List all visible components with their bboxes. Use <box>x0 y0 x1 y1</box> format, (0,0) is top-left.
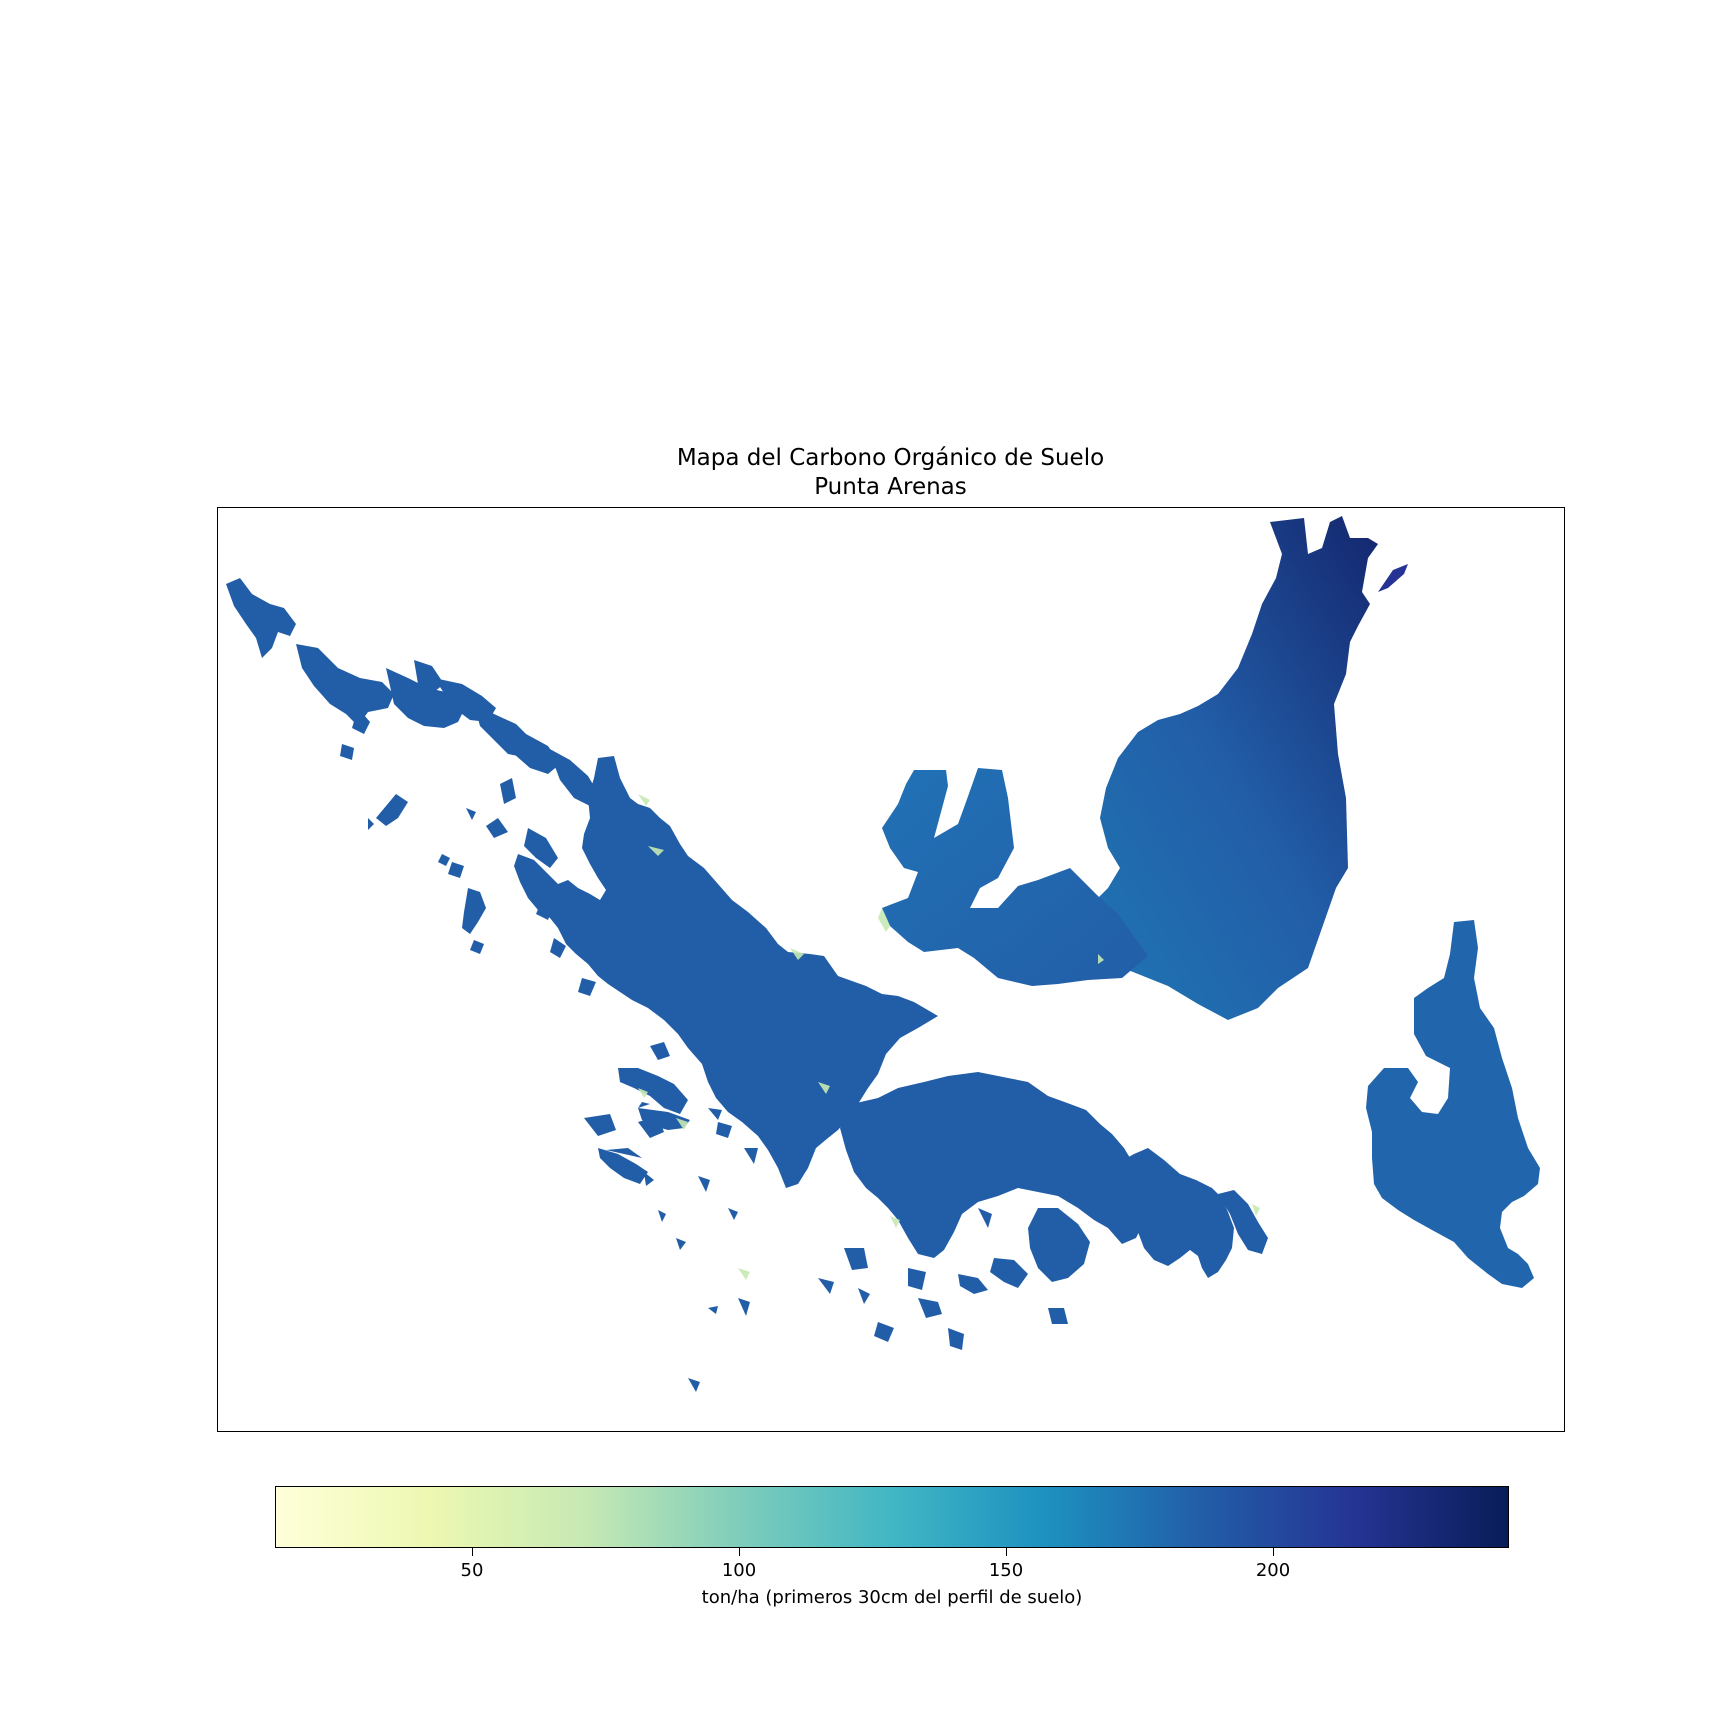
low-carbon-margins <box>638 794 1260 1280</box>
colorbar-tick <box>1006 1548 1007 1556</box>
colorbar-tick <box>1273 1548 1274 1556</box>
map-title: Mapa del Carbono Orgánico de Suelo <box>676 445 1105 471</box>
region-northeast-mainland <box>1068 516 1378 1020</box>
region-northwest-archipelago <box>226 578 600 830</box>
region-southern-islands <box>688 1072 1268 1392</box>
colorbar-tick-label: 150 <box>988 1560 1024 1581</box>
colorbar-label: ton/ha (primeros 30cm del perfil de suel… <box>701 1587 1083 1608</box>
colorbar-gradient <box>276 1487 1508 1547</box>
map-area <box>217 507 1565 1432</box>
region-northeast-islet <box>1378 564 1408 592</box>
region-central-archipelago <box>438 756 938 1188</box>
soil-carbon-map <box>226 516 1540 1392</box>
colorbar-tick <box>739 1548 740 1556</box>
region-eastern-island <box>1366 920 1540 1288</box>
region-western-south-islands <box>598 1008 790 1314</box>
colorbar-tick-label: 50 <box>460 1560 484 1581</box>
colorbar-tick-label: 200 <box>1255 1560 1291 1581</box>
colorbar-tick-label: 100 <box>721 1560 757 1581</box>
colorbar <box>275 1486 1509 1548</box>
region-brunswick-peninsula <box>882 768 1148 986</box>
map-subtitle: Punta Arenas <box>814 474 967 500</box>
colorbar-tick <box>472 1548 473 1556</box>
